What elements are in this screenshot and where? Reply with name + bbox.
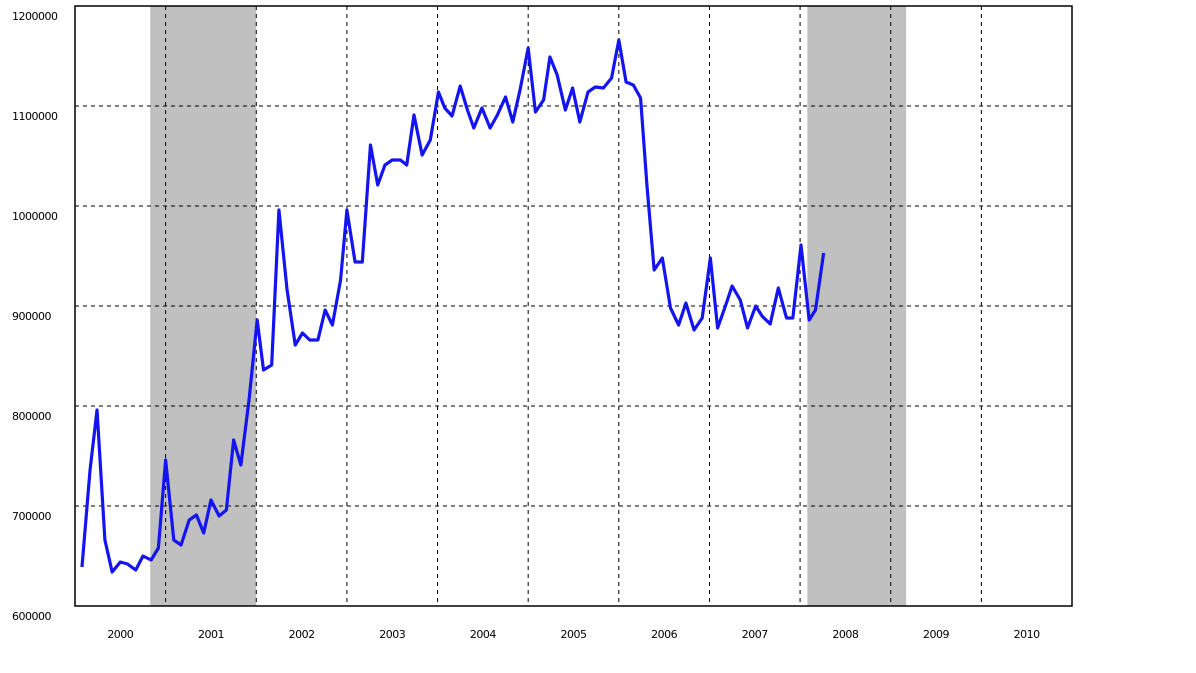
recession-band <box>807 6 907 606</box>
y-tick-label: 800000 <box>12 410 51 423</box>
data-line <box>80 38 826 574</box>
plot-frame <box>74 5 1073 607</box>
x-tick-label: 2009 <box>923 628 949 641</box>
y-tick-label: 1000000 <box>12 210 58 223</box>
x-tick-label: 2010 <box>1014 628 1040 641</box>
y-tick-label: 1100000 <box>12 110 58 123</box>
x-tick-label: 2005 <box>561 628 587 641</box>
x-tick-label: 2007 <box>742 628 768 641</box>
y-tick-label: 1200000 <box>12 10 58 23</box>
x-tick-label: 2008 <box>832 628 858 641</box>
x-tick-label: 2006 <box>651 628 677 641</box>
y-tick-label: 900000 <box>12 310 51 323</box>
x-tick-label: 2000 <box>107 628 133 641</box>
x-tick-label: 2002 <box>289 628 315 641</box>
x-tick-label: 2001 <box>198 628 224 641</box>
x-tick-label: 2004 <box>470 628 496 641</box>
y-tick-label: 600000 <box>12 610 51 623</box>
y-tick-label: 700000 <box>12 510 51 523</box>
x-tick-label: 2003 <box>379 628 405 641</box>
